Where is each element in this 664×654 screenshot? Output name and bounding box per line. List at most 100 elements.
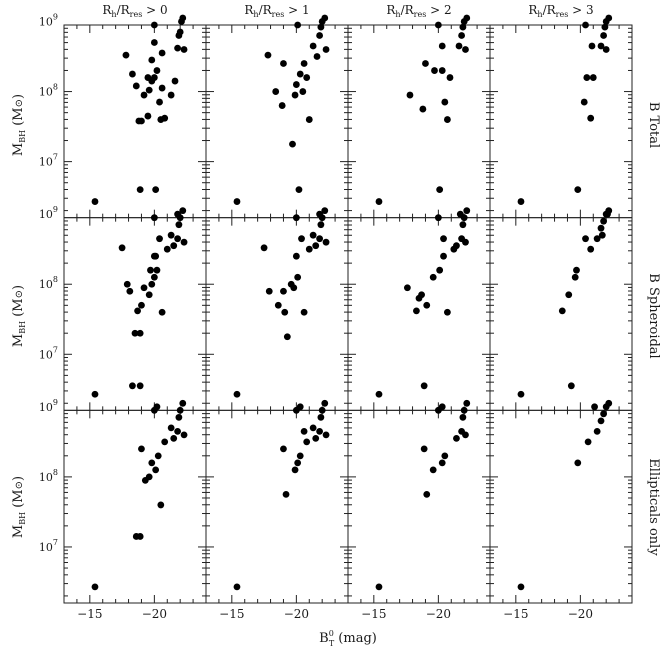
data-point <box>593 427 601 435</box>
data-point <box>148 459 156 467</box>
x-axis-label: B0 T (mag) <box>319 629 377 648</box>
data-point <box>438 459 446 467</box>
data-point <box>584 438 592 446</box>
data-point <box>459 413 467 421</box>
data-point <box>316 427 323 435</box>
data-point <box>436 186 444 194</box>
row-label-ellipticals-only: Ellipticals only <box>646 458 661 556</box>
data-point <box>145 291 153 299</box>
data-point <box>598 231 606 239</box>
data-point <box>148 56 156 64</box>
data-point <box>144 112 152 120</box>
data-point <box>434 21 442 29</box>
data-point <box>605 399 613 407</box>
panel-frame-r1-c4 <box>489 24 633 219</box>
data-point <box>322 238 330 246</box>
data-point <box>605 207 613 215</box>
data-point <box>436 266 444 274</box>
data-point <box>434 406 442 414</box>
data-point <box>460 406 468 414</box>
data-point <box>291 91 299 99</box>
data-point <box>167 231 175 239</box>
data-point <box>600 32 607 39</box>
x-tick-label: −20 <box>426 607 451 621</box>
panel-frame-r1-c2 <box>205 24 349 219</box>
panel-frame-r3-c4 <box>489 409 633 604</box>
data-point <box>565 291 573 299</box>
data-point <box>153 67 161 74</box>
y-axis-label-row-2: MBH (M⊙) <box>11 285 27 347</box>
y-tick-label: 107 <box>39 153 58 169</box>
data-point <box>163 245 171 253</box>
data-point <box>138 445 145 453</box>
data-point <box>605 14 613 22</box>
data-point <box>580 98 588 106</box>
data-point <box>180 46 188 53</box>
data-point <box>179 14 187 22</box>
data-point <box>316 235 323 243</box>
data-point <box>158 308 166 316</box>
data-point <box>317 221 325 229</box>
data-point <box>440 235 447 243</box>
column-header-3: Rh/Rres > 2 <box>386 3 451 19</box>
data-point <box>156 235 163 243</box>
y-tick-label: 108 <box>39 83 58 99</box>
data-point <box>145 86 153 94</box>
data-point <box>291 466 299 474</box>
data-point <box>462 46 469 53</box>
data-point <box>574 186 582 194</box>
data-point <box>283 333 291 341</box>
data-point <box>175 413 183 421</box>
data-point <box>176 214 184 222</box>
data-point <box>444 308 451 316</box>
data-point <box>299 88 307 95</box>
data-point <box>420 445 428 453</box>
data-point <box>375 198 383 205</box>
data-point <box>296 70 304 78</box>
data-point <box>280 60 287 67</box>
data-point <box>418 291 425 299</box>
x-tick-label: −15 <box>77 607 102 621</box>
data-point <box>296 452 304 460</box>
data-point <box>438 42 446 50</box>
data-point <box>422 60 429 67</box>
data-point <box>309 42 317 50</box>
data-point <box>278 102 286 109</box>
data-point <box>303 74 311 81</box>
data-point <box>136 329 144 337</box>
data-point <box>574 459 582 467</box>
data-point <box>170 242 178 250</box>
data-point <box>150 74 158 81</box>
data-point <box>459 221 467 229</box>
data-point <box>413 307 420 315</box>
data-point <box>233 390 241 398</box>
data-point <box>294 273 302 281</box>
panel-frame-r2-c1 <box>63 217 207 411</box>
data-point <box>582 235 589 243</box>
data-point <box>138 117 145 125</box>
data-point <box>174 44 182 52</box>
data-point <box>150 406 158 414</box>
data-point <box>463 399 471 407</box>
data-point <box>431 67 438 74</box>
data-point <box>180 431 188 439</box>
data-point <box>280 287 287 295</box>
data-point <box>233 198 241 205</box>
data-point <box>459 23 467 31</box>
data-point <box>312 434 320 442</box>
data-point <box>318 406 326 414</box>
data-point <box>150 214 158 222</box>
data-point <box>460 214 468 222</box>
panel-frame-r2-c3 <box>347 217 491 411</box>
data-point <box>321 207 329 215</box>
data-point <box>419 105 427 113</box>
data-point <box>174 235 182 243</box>
data-point <box>517 390 525 398</box>
data-point <box>321 399 329 407</box>
data-point <box>152 186 160 194</box>
data-point <box>161 438 169 446</box>
panel-frame-r1-c3 <box>347 24 491 219</box>
data-point <box>591 403 598 411</box>
data-point <box>292 214 300 222</box>
data-point <box>600 217 607 225</box>
